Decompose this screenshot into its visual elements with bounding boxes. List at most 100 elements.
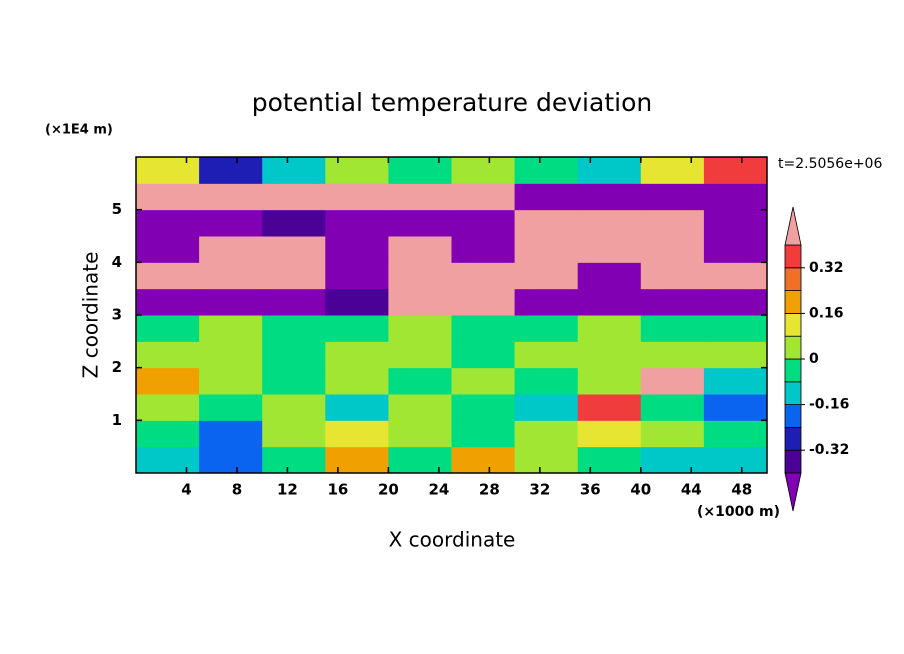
- contour-cell: [703, 367, 768, 395]
- contour-cell: [262, 157, 326, 184]
- contour-cell: [199, 157, 263, 184]
- contour-cell: [388, 315, 452, 342]
- contour-cell: [640, 209, 705, 237]
- colorbar-box: [784, 312, 802, 337]
- contour-cell: [199, 236, 263, 263]
- time-annotation: t=2.5056e+06: [778, 156, 882, 172]
- contour-cell: [514, 288, 579, 316]
- contour-cell: [136, 341, 200, 369]
- contour-cell: [640, 288, 705, 316]
- contour-cell: [388, 157, 452, 184]
- contour-cell: [577, 446, 642, 474]
- contour-cell: [262, 209, 326, 237]
- contour-cell: [136, 209, 200, 237]
- contour-cell: [199, 446, 263, 474]
- contour-cell: [451, 341, 516, 369]
- colorbar-box: [784, 244, 802, 269]
- contour-cell: [199, 367, 263, 395]
- contour-cell: [262, 341, 326, 369]
- x-tick-label: 12: [277, 481, 298, 499]
- x-tick-label: 28: [479, 481, 500, 499]
- contour-cell: [325, 209, 389, 237]
- contour-cell: [388, 394, 452, 421]
- contour-cell: [325, 236, 389, 263]
- contour-cell: [640, 341, 705, 369]
- contour-cell: [136, 262, 200, 290]
- colorbar-tick-label: -0.16: [809, 397, 849, 413]
- colorbar-box: [784, 381, 802, 405]
- contour-cell: [262, 236, 326, 263]
- contour-cell: [199, 420, 263, 448]
- contour-cell: [451, 446, 516, 474]
- colorbar-low-arrow: [784, 472, 802, 512]
- contour-cell: [703, 315, 768, 342]
- contour-cell: [703, 394, 768, 421]
- contour-cell: [136, 420, 200, 448]
- colorbar-box: [784, 358, 802, 383]
- x-axis-label: X coordinate: [389, 528, 516, 552]
- colorbar-tick-label: -0.32: [809, 442, 849, 458]
- contour-cell: [136, 183, 200, 211]
- x-tick-label: 32: [529, 481, 550, 499]
- chart-title: potential temperature deviation: [252, 88, 652, 117]
- y-axis-label: Z coordinate: [79, 252, 103, 379]
- contour-cell: [703, 341, 768, 369]
- contour-cell: [514, 183, 579, 211]
- contour-cell: [451, 157, 516, 184]
- contour-cell: [703, 209, 768, 237]
- colorbar-box: [784, 404, 802, 428]
- contour-cell: [703, 288, 768, 316]
- contour-cell: [514, 394, 579, 421]
- contour-cell: [136, 446, 200, 474]
- contour-cell: [199, 394, 263, 421]
- contour-cell: [577, 157, 642, 184]
- contour-cell: [514, 420, 579, 448]
- contour-cell: [640, 157, 705, 184]
- contour-cell: [136, 236, 200, 263]
- contour-cell: [199, 183, 263, 211]
- colorbar-box: [784, 267, 802, 291]
- contour-cell: [262, 183, 326, 211]
- contour-cell: [136, 288, 200, 316]
- contour-cell: [199, 341, 263, 369]
- colorbar-high-arrow: [784, 206, 802, 246]
- contour-cell: [136, 157, 200, 184]
- x-tick-label: 40: [630, 481, 651, 499]
- contour-cell: [325, 183, 389, 211]
- contour-cell: [451, 183, 516, 211]
- contour-cell: [577, 394, 642, 421]
- contour-cell: [388, 183, 452, 211]
- contour-cell: [640, 183, 705, 211]
- contour-cell: [388, 288, 452, 316]
- contour-cell: [514, 236, 579, 263]
- contour-cell: [136, 367, 200, 395]
- contour-cell: [262, 288, 326, 316]
- contour-cell: [325, 262, 389, 290]
- contour-cell: [577, 315, 642, 342]
- contour-cell: [388, 209, 452, 237]
- contour-cell: [451, 288, 516, 316]
- contour-cell: [703, 262, 768, 290]
- contour-cell: [577, 341, 642, 369]
- contour-cell: [388, 262, 452, 290]
- contour-cell: [199, 209, 263, 237]
- contour-cell: [451, 262, 516, 290]
- contour-cell: [388, 236, 452, 263]
- contour-cell: [325, 341, 389, 369]
- contour-cell: [577, 367, 642, 395]
- contour-cell: [325, 157, 389, 184]
- contour-cell: [577, 209, 642, 237]
- x-tick-label: 20: [378, 481, 399, 499]
- contour-cell: [703, 236, 768, 263]
- y-tick-label: 5: [112, 200, 122, 218]
- contour-cell: [451, 420, 516, 448]
- contour-cell: [325, 420, 389, 448]
- contour-cell: [514, 157, 579, 184]
- x-tick-label: 24: [428, 481, 449, 499]
- contour-cell: [640, 236, 705, 263]
- contour-cell: [514, 341, 579, 369]
- colorbar-tick-label: 0.32: [809, 260, 844, 276]
- contour-cell: [199, 315, 263, 342]
- contour-cell: [325, 367, 389, 395]
- contour-cell: [703, 446, 768, 474]
